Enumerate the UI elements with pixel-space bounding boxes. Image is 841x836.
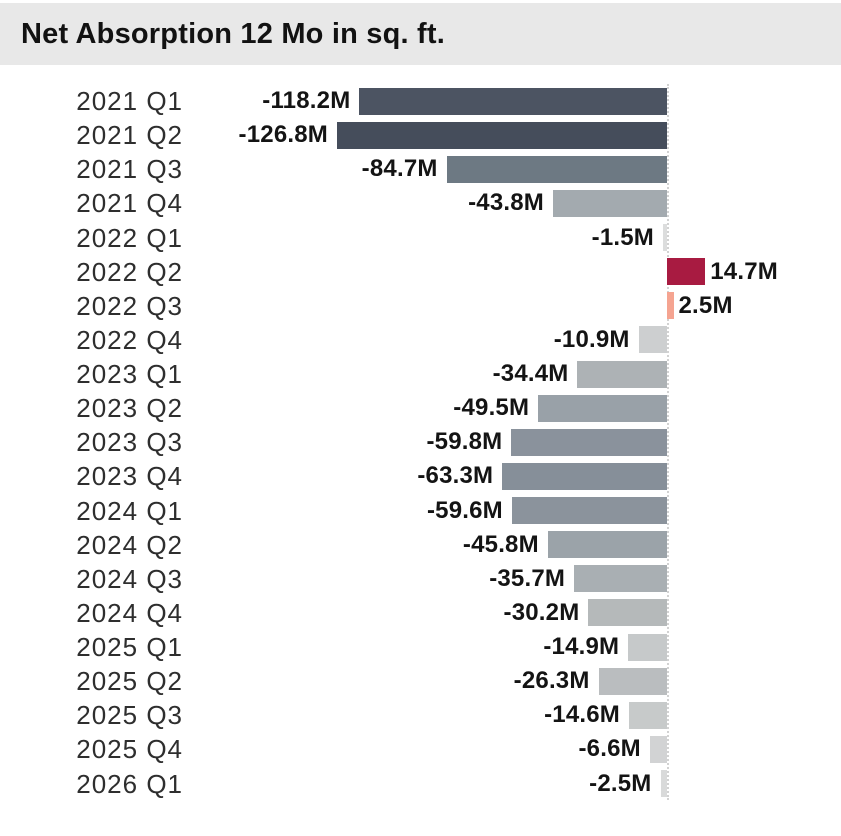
bar bbox=[660, 770, 667, 797]
category-label: 2024 Q4 bbox=[76, 597, 183, 628]
bar-row: 2024 Q4 -30.2M bbox=[0, 596, 841, 630]
bar-row: 2023 Q1 -34.4M bbox=[0, 357, 841, 391]
value-label: -59.6M bbox=[426, 496, 503, 524]
category-label: 2022 Q4 bbox=[76, 324, 183, 355]
bar bbox=[547, 531, 667, 559]
value-label: -34.4M bbox=[492, 360, 569, 387]
bar-row: 2022 Q4 -10.9M bbox=[0, 323, 841, 357]
bar bbox=[667, 292, 674, 320]
value-label: -43.8M bbox=[468, 189, 545, 217]
bar bbox=[446, 155, 667, 183]
bar bbox=[577, 360, 667, 388]
category-label: 2022 Q3 bbox=[76, 290, 183, 321]
bar-row: 2025 Q2 -26.3M bbox=[0, 664, 841, 698]
bar-row: 2022 Q3 2.5M bbox=[0, 289, 841, 323]
value-label: 2.5M bbox=[678, 291, 733, 319]
value-label: -63.3M bbox=[417, 462, 494, 490]
value-label: -1.5M bbox=[591, 223, 654, 251]
bar-row: 2025 Q4 -6.6M bbox=[0, 732, 841, 766]
bar-row: 2021 Q4 -43.8M bbox=[0, 186, 841, 220]
bar bbox=[638, 326, 667, 354]
category-label: 2025 Q2 bbox=[76, 666, 183, 697]
bar-row: 2023 Q2 -49.5M bbox=[0, 391, 841, 425]
bar bbox=[359, 87, 667, 115]
value-label: -2.5M bbox=[589, 769, 652, 797]
category-label: 2021 Q1 bbox=[76, 86, 183, 116]
category-label: 2024 Q3 bbox=[76, 563, 183, 594]
bar-row: 2025 Q1 -14.9M bbox=[0, 630, 841, 664]
bar-row: 2024 Q3 -35.7M bbox=[0, 562, 841, 596]
value-label: -14.6M bbox=[544, 701, 621, 729]
bar bbox=[502, 462, 667, 490]
category-label: 2026 Q1 bbox=[76, 768, 183, 799]
bar bbox=[538, 394, 667, 422]
plot-area: 2021 Q1 -118.2M 2021 Q2 -126.8M 2021 Q3 … bbox=[0, 84, 841, 801]
value-label: -10.9M bbox=[553, 325, 630, 353]
category-label: 2022 Q1 bbox=[76, 222, 183, 253]
value-label: -49.5M bbox=[453, 394, 530, 422]
category-label: 2025 Q1 bbox=[76, 632, 183, 662]
category-label: 2023 Q3 bbox=[76, 427, 183, 458]
category-label: 2024 Q1 bbox=[76, 495, 183, 526]
chart-title-band: Net Absorption 12 Mo in sq. ft. bbox=[0, 3, 841, 65]
bar bbox=[663, 224, 667, 251]
value-label: -14.9M bbox=[543, 633, 620, 660]
bar bbox=[511, 428, 667, 456]
bar bbox=[574, 565, 667, 593]
bar bbox=[667, 258, 706, 286]
bar-rows: 2021 Q1 -118.2M 2021 Q2 -126.8M 2021 Q3 … bbox=[0, 84, 841, 801]
bar-row: 2022 Q1 -1.5M bbox=[0, 221, 841, 255]
value-label: -45.8M bbox=[462, 530, 539, 558]
bar-row: 2021 Q1 -118.2M bbox=[0, 84, 841, 118]
value-label: 14.7M bbox=[710, 257, 778, 285]
bar bbox=[553, 189, 667, 217]
bar bbox=[629, 701, 667, 729]
bar bbox=[588, 599, 667, 627]
category-label: 2024 Q2 bbox=[76, 529, 183, 560]
chart-title: Net Absorption 12 Mo in sq. ft. bbox=[21, 17, 446, 50]
value-label: -30.2M bbox=[503, 598, 580, 626]
value-label: -84.7M bbox=[361, 155, 438, 183]
bar bbox=[598, 667, 667, 695]
bar-row: 2024 Q1 -59.6M bbox=[0, 494, 841, 528]
value-label: -35.7M bbox=[489, 564, 566, 592]
category-label: 2025 Q4 bbox=[76, 734, 183, 765]
bar-row: 2026 Q1 -2.5M bbox=[0, 767, 841, 801]
bar bbox=[628, 633, 667, 661]
value-label: -6.6M bbox=[578, 735, 641, 763]
value-label: -59.8M bbox=[426, 428, 503, 456]
category-label: 2022 Q2 bbox=[76, 256, 183, 287]
category-label: 2023 Q2 bbox=[76, 393, 183, 424]
bar bbox=[649, 735, 667, 763]
bar bbox=[511, 497, 667, 524]
value-label: -118.2M bbox=[262, 87, 351, 114]
category-label: 2023 Q4 bbox=[76, 461, 183, 492]
bar-row: 2024 Q2 -45.8M bbox=[0, 528, 841, 562]
bar-row: 2021 Q2 -126.8M bbox=[0, 118, 841, 152]
bar-row: 2023 Q3 -59.8M bbox=[0, 425, 841, 459]
bar bbox=[337, 121, 667, 149]
category-label: 2021 Q3 bbox=[76, 154, 183, 185]
value-label: -126.8M bbox=[238, 121, 328, 149]
category-label: 2021 Q2 bbox=[76, 120, 183, 151]
category-label: 2021 Q4 bbox=[76, 188, 183, 219]
category-label: 2023 Q1 bbox=[76, 359, 183, 389]
value-label: -26.3M bbox=[513, 667, 590, 695]
bar-row: 2021 Q3 -84.7M bbox=[0, 152, 841, 186]
bar-row: 2023 Q4 -63.3M bbox=[0, 459, 841, 493]
zero-baseline bbox=[667, 84, 669, 800]
bar-row: 2025 Q3 -14.6M bbox=[0, 698, 841, 732]
category-label: 2025 Q3 bbox=[76, 700, 183, 731]
bar-row: 2022 Q2 14.7M bbox=[0, 255, 841, 289]
